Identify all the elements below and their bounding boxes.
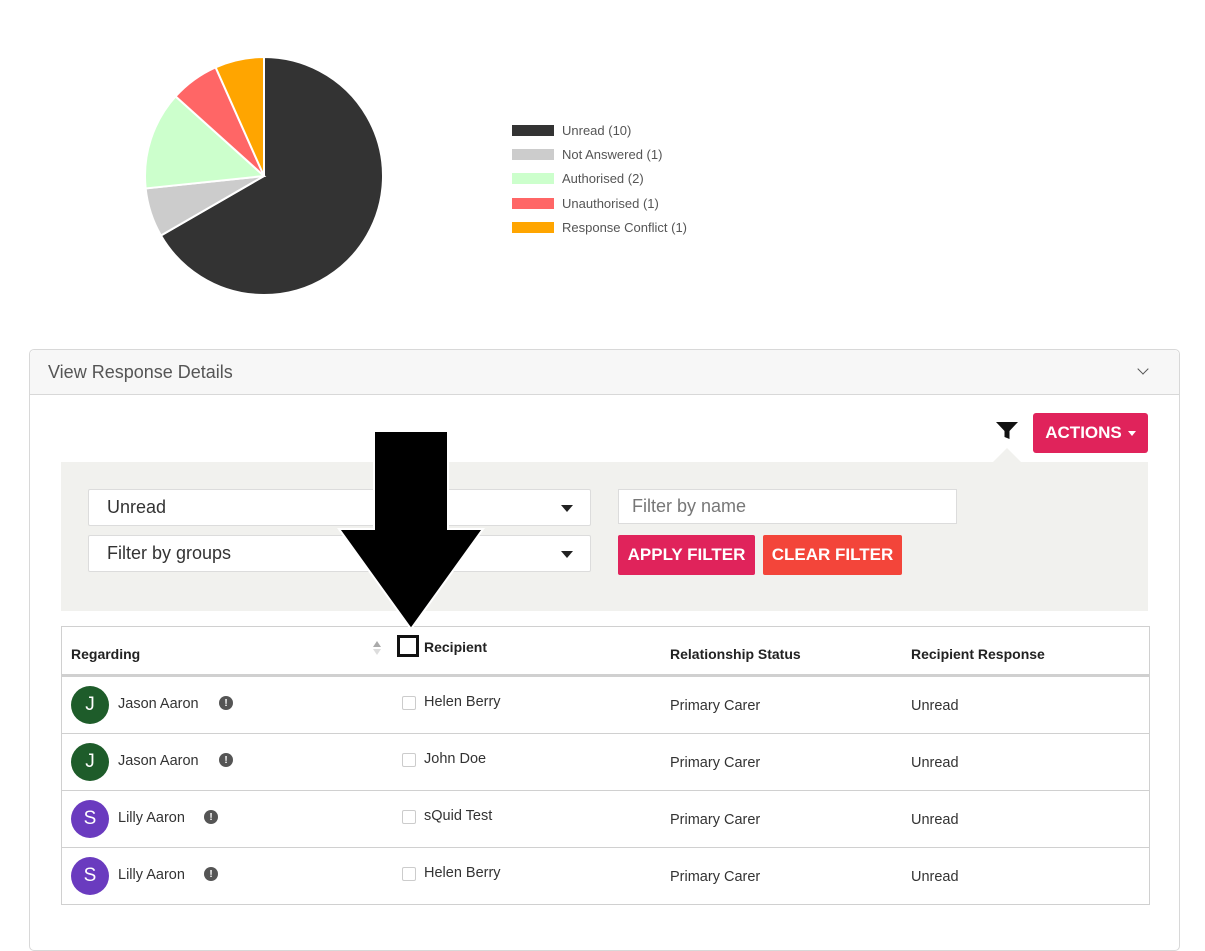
table-row[interactable]: S Lilly Aaron ! sQuid Test Primary Carer…: [62, 791, 1149, 848]
legend-swatch: [512, 222, 554, 234]
exclamation-icon[interactable]: !: [219, 753, 233, 767]
filter-icon[interactable]: [996, 422, 1018, 440]
legend-item-unread[interactable]: Unread (10): [512, 118, 687, 142]
recipient-name: John Doe: [424, 751, 487, 767]
table-row[interactable]: J Jason Aaron ! John Doe Primary Carer U…: [62, 734, 1149, 791]
status-select-value: Unread: [107, 497, 167, 517]
header-relationship-status[interactable]: Relationship Status: [670, 646, 801, 662]
legend-item-unauthorised[interactable]: Unauthorised (1): [512, 191, 687, 215]
header-recipient-response[interactable]: Recipient Response: [911, 646, 1045, 662]
responses-table: Regarding Recipient Relationship Status …: [61, 626, 1150, 905]
header-regarding[interactable]: Regarding: [71, 646, 141, 662]
table-row[interactable]: J Jason Aaron ! Helen Berry Primary Care…: [62, 677, 1149, 734]
name-filter-input[interactable]: [618, 489, 957, 524]
exclamation-icon[interactable]: !: [204, 867, 218, 881]
relationship-status: Primary Carer: [670, 698, 761, 714]
caret-down-icon: [561, 505, 573, 512]
recipient-response: Unread: [911, 698, 959, 714]
recipient-response: Unread: [911, 812, 959, 828]
row-checkbox[interactable]: [402, 810, 416, 824]
legend-item-not-answered[interactable]: Not Answered (1): [512, 142, 687, 166]
relationship-status: Primary Carer: [670, 755, 761, 771]
pie-slice-authorised[interactable]: [144, 94, 267, 190]
legend-swatch: [512, 173, 554, 185]
sort-icon[interactable]: [373, 641, 381, 655]
response-pie-chart: [144, 55, 384, 296]
avatar: J: [71, 743, 109, 781]
actions-label: ACTIONS: [1045, 423, 1122, 442]
legend-label: Unauthorised (1): [562, 195, 659, 211]
relationship-status: Primary Carer: [670, 869, 761, 885]
regarding-name: Jason Aaron: [118, 753, 199, 769]
relationship-status: Primary Carer: [670, 812, 761, 828]
panel-title: View Response Details: [48, 362, 233, 382]
select-all-checkbox[interactable]: [397, 635, 419, 657]
response-details-panel: View Response Details ACTIONS Unread Fil…: [29, 349, 1180, 951]
row-checkbox[interactable]: [402, 753, 416, 767]
chevron-down-icon[interactable]: [1137, 363, 1149, 375]
header-recipient[interactable]: Recipient: [424, 639, 488, 655]
filter-area: Unread Filter by groups APPLY FILTER CLE…: [61, 462, 1148, 611]
legend-item-authorised[interactable]: Authorised (2): [512, 167, 687, 191]
regarding-name: Jason Aaron: [118, 696, 199, 712]
avatar: J: [71, 686, 109, 724]
caret-down-icon: [561, 551, 573, 558]
clear-filter-button[interactable]: CLEAR FILTER: [763, 535, 902, 575]
regarding-name: Lilly Aaron: [118, 810, 185, 826]
actions-button[interactable]: ACTIONS: [1033, 413, 1148, 453]
recipient-name: Helen Berry: [424, 694, 501, 710]
avatar: S: [71, 857, 109, 895]
legend-swatch: [512, 149, 554, 161]
table-header: Regarding Recipient Relationship Status …: [62, 627, 1149, 677]
avatar: S: [71, 800, 109, 838]
exclamation-icon[interactable]: !: [204, 810, 218, 824]
filter-panel-pointer: [993, 448, 1021, 462]
legend-item-response-conflict[interactable]: Response Conflict (1): [512, 216, 687, 240]
row-checkbox[interactable]: [402, 696, 416, 710]
regarding-name: Lilly Aaron: [118, 867, 185, 883]
groups-select-value: Filter by groups: [107, 543, 232, 563]
caret-down-icon: [1127, 430, 1136, 436]
legend-label: Not Answered (1): [562, 147, 663, 163]
recipient-name: Helen Berry: [424, 865, 501, 881]
recipient-response: Unread: [911, 755, 959, 771]
recipient-response: Unread: [911, 869, 959, 885]
exclamation-icon[interactable]: !: [219, 696, 233, 710]
legend-label: Authorised (2): [562, 171, 644, 187]
row-checkbox[interactable]: [402, 867, 416, 881]
legend-label: Unread (10): [562, 122, 632, 138]
chart-legend: Unread (10) Not Answered (1) Authorised …: [512, 118, 687, 240]
groups-select[interactable]: Filter by groups: [88, 535, 591, 572]
table-row[interactable]: S Lilly Aaron ! Helen Berry Primary Care…: [62, 848, 1149, 905]
annotation-arrow: [337, 430, 485, 631]
legend-swatch: [512, 197, 554, 209]
apply-filter-button[interactable]: APPLY FILTER: [618, 535, 755, 575]
pie-slice-unread[interactable]: [159, 55, 384, 296]
legend-label: Response Conflict (1): [562, 220, 687, 236]
status-select[interactable]: Unread: [88, 489, 591, 526]
pie-slice-response-conflict[interactable]: [214, 55, 265, 177]
legend-swatch: [512, 124, 554, 136]
panel-header[interactable]: View Response Details: [30, 350, 1179, 395]
recipient-name: sQuid Test: [424, 808, 493, 824]
